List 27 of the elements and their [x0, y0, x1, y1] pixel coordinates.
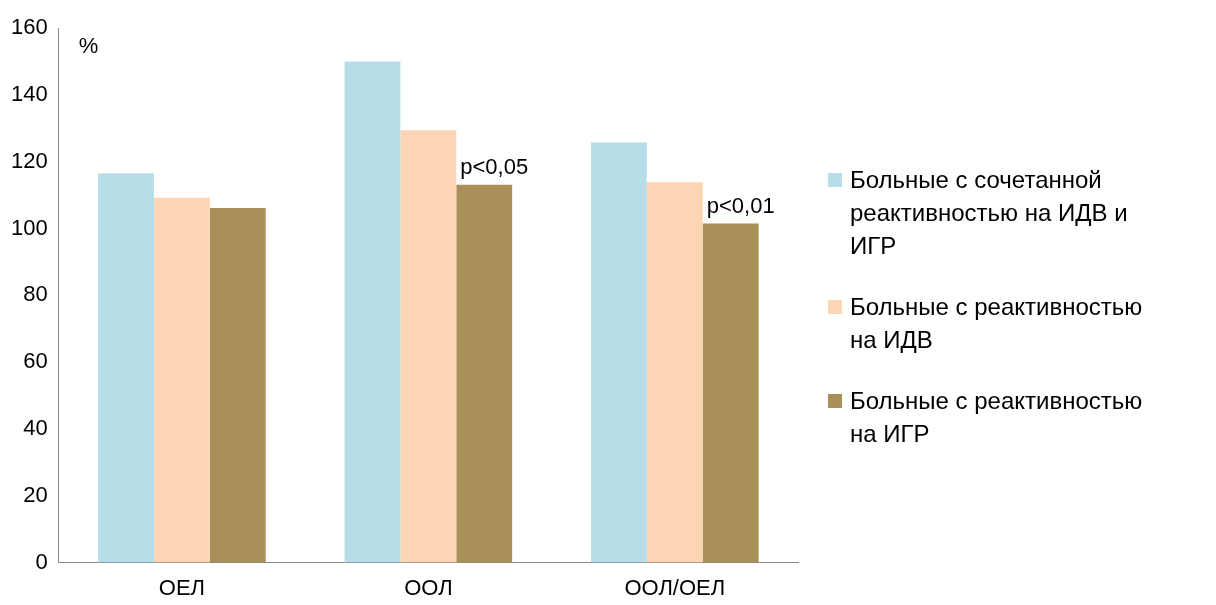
y-tick-label: 140 — [10, 80, 48, 106]
annotation: p<0,05 — [460, 153, 529, 179]
bar — [591, 142, 647, 563]
legend-label: Больные с реактивностью на ИДВ — [850, 292, 1144, 355]
y-tick-label: 0 — [35, 548, 48, 574]
x-tick-label: ОЕЛ — [158, 574, 206, 600]
x-tick-label: ООЛ — [404, 574, 453, 600]
bar — [456, 184, 513, 563]
legend-label: Больные с реактивностью на ИГР — [850, 386, 1144, 449]
y-tick-label: 40 — [23, 415, 48, 441]
y-tick-label: 80 — [23, 281, 48, 307]
bar — [153, 197, 210, 563]
bar — [702, 223, 759, 563]
y-tick-label: 120 — [10, 147, 48, 173]
bar — [209, 208, 266, 563]
legend-label: Больные с сочетанной реактивностью на ИДВ и ИГР — [850, 165, 1129, 261]
annotation: p<0,01 — [706, 192, 775, 218]
y-tick-label: 20 — [23, 481, 48, 507]
bar — [400, 130, 457, 563]
y-tick-label: 160 — [10, 14, 48, 40]
bar — [344, 61, 401, 563]
y-tick-label: 60 — [23, 348, 48, 374]
bar — [98, 173, 154, 563]
x-tick-label: ООЛ/ОЕЛ — [624, 574, 726, 600]
y-tick-label: 100 — [10, 214, 48, 240]
y-axis-title: % — [78, 33, 99, 59]
bar — [646, 182, 703, 563]
